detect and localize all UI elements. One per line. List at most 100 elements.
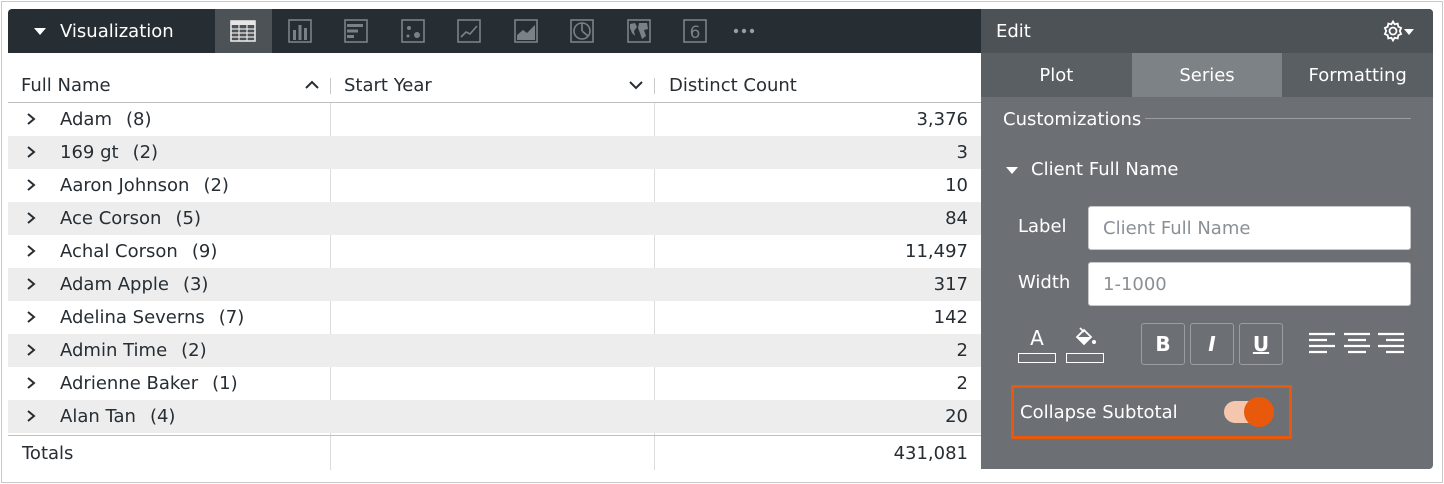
row-value: 142 xyxy=(933,307,968,328)
chevron-right-icon[interactable] xyxy=(25,211,37,225)
italic-button[interactable]: I xyxy=(1190,323,1234,365)
table-row[interactable]: Aaron Johnson (2) 10 xyxy=(8,169,981,202)
viz-type-area[interactable] xyxy=(498,9,555,53)
totals-value: 431,081 xyxy=(893,443,968,464)
table-row[interactable]: Achal Corson (9) 11,497 xyxy=(8,235,981,268)
fill-color-swatch xyxy=(1066,353,1104,363)
font-color-button[interactable]: A xyxy=(1017,327,1057,369)
row-count: (3) xyxy=(182,274,209,295)
chevron-right-icon[interactable] xyxy=(25,112,37,126)
chevron-right-icon[interactable] xyxy=(25,178,37,192)
row-name: Adam xyxy=(60,109,112,130)
bold-button[interactable]: B xyxy=(1141,323,1185,365)
table-header: Full Name Start Year Distinct Count xyxy=(8,68,981,103)
underline-button[interactable]: U xyxy=(1239,323,1283,365)
row-name: Achal Corson xyxy=(60,241,178,262)
viz-type-scatter[interactable] xyxy=(385,9,442,53)
table-row[interactable]: Adam (8) 3,376 xyxy=(8,103,981,136)
column-separator[interactable] xyxy=(330,78,331,94)
row-name-cell: Adam Apple (3) xyxy=(60,268,208,301)
sort-descending-icon[interactable] xyxy=(628,77,644,93)
scatter-icon xyxy=(400,19,425,43)
row-name-cell: Alan Tan (4) xyxy=(60,400,175,433)
row-value: 10 xyxy=(945,175,968,196)
visualization-toggle[interactable]: Visualization xyxy=(8,9,215,53)
chevron-right-icon[interactable] xyxy=(25,310,37,324)
row-value: 2 xyxy=(956,373,968,394)
chevron-right-icon[interactable] xyxy=(25,376,37,390)
row-name: Admin Time xyxy=(60,340,168,361)
viz-type-pie[interactable] xyxy=(554,9,611,53)
row-count: (5) xyxy=(175,208,201,229)
column-chart-icon xyxy=(287,19,312,43)
table-row[interactable]: Alan Tan (4) 20 xyxy=(8,400,981,433)
row-name: 169 gt xyxy=(60,142,119,163)
viz-type-more[interactable] xyxy=(724,9,764,53)
visualization-title: Visualization xyxy=(60,20,174,42)
visualization-type-picker: 6 xyxy=(215,9,764,53)
width-input[interactable] xyxy=(1088,262,1411,306)
collapse-subtotal-toggle[interactable] xyxy=(1224,397,1274,427)
area-chart-icon xyxy=(513,19,538,43)
tab-formatting[interactable]: Formatting xyxy=(1308,64,1407,86)
row-value: 3,376 xyxy=(916,109,968,130)
viz-type-single-value[interactable]: 6 xyxy=(667,9,724,53)
edit-tabs: Plot Series Formatting xyxy=(981,53,1433,97)
table-row[interactable]: Adrienne Baker (1) 2 xyxy=(8,367,981,400)
column-header-start-year[interactable]: Start Year xyxy=(344,74,432,96)
chevron-right-icon[interactable] xyxy=(25,277,37,291)
row-count: (2) xyxy=(132,142,159,163)
row-name-cell: Admin Time (2) xyxy=(60,334,207,367)
align-left-icon[interactable] xyxy=(1308,331,1336,357)
row-value: 20 xyxy=(945,406,968,427)
row-name-cell: Ace Corson (5) xyxy=(60,202,201,235)
column-header-distinct-count[interactable]: Distinct Count xyxy=(669,74,797,96)
table-row[interactable]: Admin Time (2) 2 xyxy=(8,334,981,367)
viz-type-bar[interactable] xyxy=(328,9,385,53)
row-name: Ace Corson xyxy=(60,208,162,229)
table-row[interactable]: Ace Corson (5) 84 xyxy=(8,202,981,235)
gear-caret-icon[interactable] xyxy=(1404,29,1414,35)
more-icon xyxy=(733,28,754,34)
font-color-swatch xyxy=(1018,353,1056,363)
viz-type-table[interactable] xyxy=(215,9,272,53)
row-name-cell: Achal Corson (9) xyxy=(60,235,217,268)
tab-plot[interactable]: Plot xyxy=(1039,64,1074,86)
row-name-cell: Adam (8) xyxy=(60,103,152,136)
customizations-title: Customizations xyxy=(1003,109,1142,130)
series-group-title[interactable]: Client Full Name xyxy=(1031,159,1179,180)
gear-icon[interactable] xyxy=(1381,19,1405,43)
row-count: (4) xyxy=(149,406,176,427)
chevron-right-icon[interactable] xyxy=(25,409,37,423)
row-value: 11,497 xyxy=(905,241,968,262)
fill-color-button[interactable] xyxy=(1065,327,1105,369)
collapse-subtotal-label: Collapse Subtotal xyxy=(1020,401,1178,423)
sort-ascending-icon[interactable] xyxy=(304,77,320,93)
row-name: Aaron Johnson xyxy=(60,175,190,196)
row-value: 3 xyxy=(956,142,968,163)
row-count: (9) xyxy=(191,241,218,262)
column-separator[interactable] xyxy=(654,78,655,94)
row-name-cell: Adelina Severns (7) xyxy=(60,301,244,334)
table-row[interactable]: Adam Apple (3) 317 xyxy=(8,268,981,301)
row-name: Alan Tan xyxy=(60,406,136,427)
align-center-icon[interactable] xyxy=(1343,331,1371,357)
table-row[interactable]: Adelina Severns (7) 142 xyxy=(8,301,981,334)
toggle-knob[interactable] xyxy=(1244,397,1274,427)
viz-type-column[interactable] xyxy=(272,9,329,53)
tab-series[interactable]: Series xyxy=(1131,53,1283,97)
viz-type-map[interactable] xyxy=(611,9,668,53)
align-right-icon[interactable] xyxy=(1377,331,1405,357)
table-row[interactable]: 169 gt (2) 3 xyxy=(8,136,981,169)
caret-down-icon[interactable] xyxy=(1006,167,1018,174)
chevron-right-icon[interactable] xyxy=(25,244,37,258)
label-input[interactable] xyxy=(1088,206,1411,250)
viz-type-line[interactable] xyxy=(441,9,498,53)
chevron-right-icon[interactable] xyxy=(25,145,37,159)
row-value: 84 xyxy=(945,208,968,229)
chevron-right-icon[interactable] xyxy=(25,343,37,357)
row-name: Adam Apple xyxy=(60,274,169,295)
totals-label: Totals xyxy=(22,443,74,464)
section-divider xyxy=(1145,118,1411,119)
column-header-full-name[interactable]: Full Name xyxy=(21,74,111,96)
